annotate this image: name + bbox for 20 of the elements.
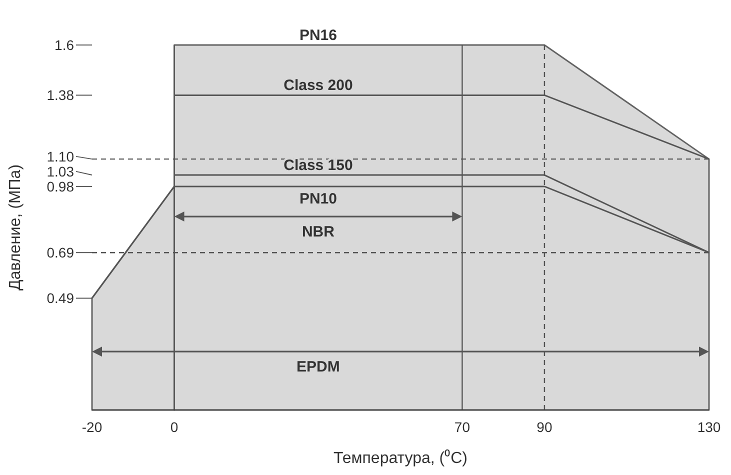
y-tick-label: 1.38 <box>46 87 74 104</box>
series-label: Class 150 <box>284 157 353 174</box>
y-tick-label: 0.69 <box>46 244 74 261</box>
y-axis-title: Давление, (МПа) <box>7 164 24 291</box>
x-tick-label: 0 <box>170 419 178 435</box>
series-label: Class 200 <box>284 77 353 94</box>
x-tick-label: 70 <box>454 419 470 435</box>
x-axis-title: Температура, (⁰C) <box>333 449 468 467</box>
series-label: PN10 <box>299 190 337 208</box>
y-tick-label: 1.10 <box>46 148 74 164</box>
x-tick-label: -20 <box>82 419 102 435</box>
y-tick-label: 1.6 <box>54 37 74 53</box>
y-tick-label: 1.03 <box>46 163 74 180</box>
annotation: NBR <box>302 224 335 241</box>
y-tick-label: 0.98 <box>46 178 74 194</box>
annotation: EPDM <box>296 358 340 376</box>
y-tick-label: 0.49 <box>46 290 74 306</box>
series-label: PN16 <box>299 27 337 44</box>
x-tick-label: 130 <box>697 419 721 435</box>
x-tick-label: 90 <box>536 419 552 435</box>
